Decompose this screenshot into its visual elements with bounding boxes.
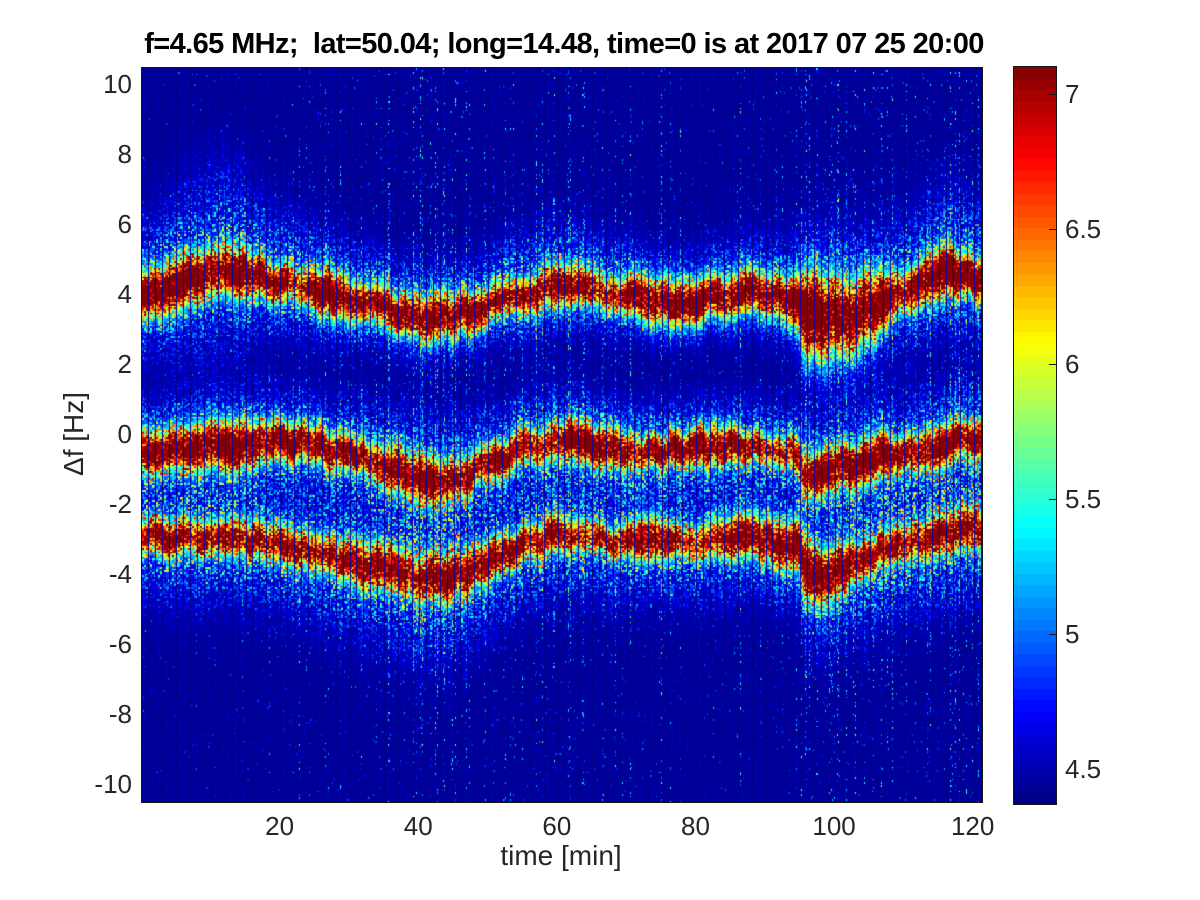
colorbar-tick-label: 4.5 xyxy=(1065,753,1102,784)
y-tick-label: -6 xyxy=(108,628,132,659)
colorbar-tick xyxy=(1049,94,1056,95)
x-tick-label: 20 xyxy=(265,811,295,841)
colorbar-canvas xyxy=(1014,67,1056,804)
x-tick-label: 60 xyxy=(542,811,572,841)
colorbar-tick-label: 5.5 xyxy=(1065,483,1102,514)
y-tick-label: -4 xyxy=(108,558,132,589)
x-tick-label: 80 xyxy=(680,811,710,841)
x-tick-label: 100 xyxy=(812,811,856,841)
colorbar-tick xyxy=(1049,634,1056,635)
y-tick-label: 8 xyxy=(117,139,132,170)
colorbar-tick-label: 7 xyxy=(1065,78,1080,109)
x-tick-label: 120 xyxy=(950,811,995,841)
x-tick-label: 40 xyxy=(403,811,433,841)
colorbar xyxy=(1013,66,1057,805)
y-tick-label: -10 xyxy=(94,768,132,799)
y-tick-label: -8 xyxy=(108,698,132,729)
y-tick-label: -2 xyxy=(108,488,132,519)
colorbar-tick xyxy=(1049,229,1056,230)
y-axis-label: Δf [Hz] xyxy=(58,391,89,477)
y-tick-label: 4 xyxy=(117,279,132,310)
colorbar-tick xyxy=(1049,364,1056,365)
colorbar-tick xyxy=(1049,769,1056,770)
plot-title: f=4.65 MHz; lat=50.04; long=14.48, time=… xyxy=(144,28,984,60)
y-tick-label: 2 xyxy=(117,349,132,380)
colorbar-tick-label: 6 xyxy=(1065,348,1080,379)
colorbar-tick xyxy=(1049,499,1056,500)
y-tick-label: 6 xyxy=(117,209,132,240)
x-axis-label: time [min] xyxy=(500,840,622,871)
plot-area xyxy=(141,67,983,803)
colorbar-tick-label: 5 xyxy=(1065,618,1080,649)
y-tick-label: 0 xyxy=(117,419,132,449)
y-tick-label: 10 xyxy=(103,69,132,100)
colorbar-tick-label: 6.5 xyxy=(1065,213,1102,244)
heatmap-canvas xyxy=(142,68,982,802)
